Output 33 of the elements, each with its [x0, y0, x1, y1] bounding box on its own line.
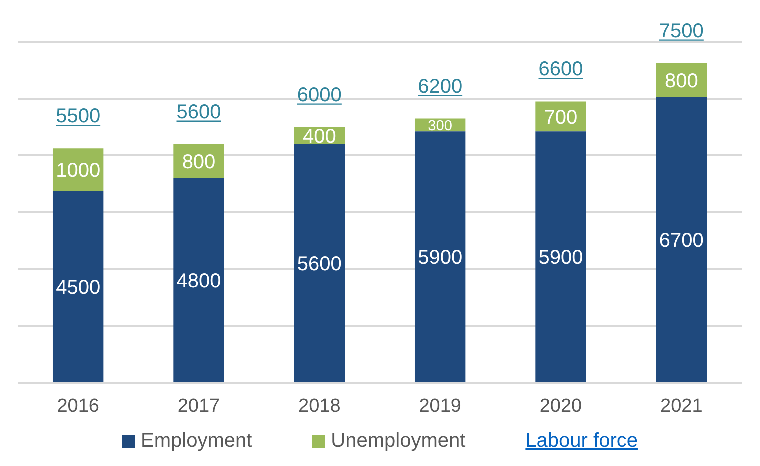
x-tick-label: 2016 — [57, 396, 100, 417]
total-label: 6600 — [538, 58, 584, 81]
total-label: 5600 — [176, 101, 222, 124]
legend-label: Employment — [141, 430, 252, 453]
data-label: 800 — [182, 152, 216, 174]
data-label: 300 — [428, 118, 452, 134]
total-label: 6000 — [297, 84, 342, 106]
bar — [174, 178, 224, 382]
total-label: 6200 — [418, 76, 463, 98]
data-label: 400 — [302, 126, 336, 148]
data-label: 700 — [544, 106, 578, 129]
x-tick-label: 2018 — [298, 396, 341, 417]
total-label: 7500 — [659, 20, 704, 42]
x-tick-label: 2021 — [660, 396, 703, 417]
x-tick-label: 2019 — [419, 396, 462, 417]
data-label: 1000 — [56, 160, 101, 182]
legend-label: Unemployment — [331, 430, 466, 453]
total-label: 5500 — [56, 106, 101, 128]
data-label: 4800 — [176, 270, 222, 293]
bar — [294, 144, 346, 382]
data-label: 4500 — [56, 276, 101, 299]
data-label: 5900 — [418, 247, 463, 270]
bar — [656, 97, 708, 382]
bar — [52, 191, 104, 382]
x-tick-label: 2017 — [178, 396, 220, 417]
bar — [536, 132, 586, 382]
data-label: 800 — [664, 70, 698, 93]
text: Labour force — [526, 430, 638, 453]
data-label: 5900 — [538, 247, 584, 270]
bar — [414, 132, 466, 382]
data-label: 5600 — [297, 253, 342, 276]
data-label: 6700 — [659, 230, 704, 252]
x-tick-label: 2020 — [540, 396, 582, 417]
